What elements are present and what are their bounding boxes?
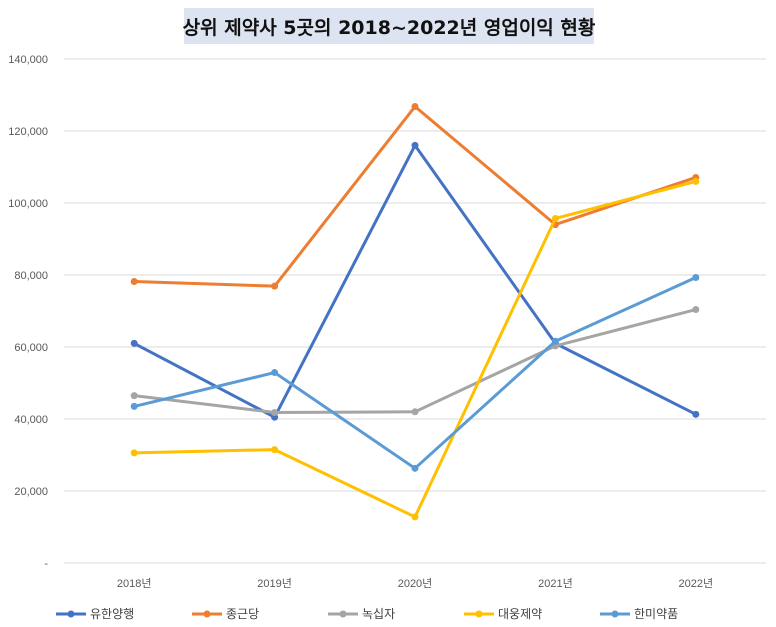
data-point (130, 392, 138, 400)
data-point (411, 513, 419, 521)
data-point (411, 408, 419, 416)
legend-label: 유한양행 (90, 606, 134, 621)
y-tick-label: 20,000 (14, 486, 48, 498)
legend-swatch-marker (203, 610, 211, 618)
chart-title: 상위 제약사 5곳의 2018~2022년 영업이익 현황 (183, 8, 595, 44)
legend-label: 종근당 (226, 607, 259, 621)
data-point (271, 446, 279, 454)
y-tick-label: 40,000 (14, 414, 48, 426)
y-tick-label: 140,000 (8, 54, 48, 66)
x-tick-label: 2019년 (257, 577, 292, 590)
y-tick-label: - (44, 558, 48, 570)
legend-label: 녹십자 (362, 607, 395, 621)
legend-swatch-marker (339, 610, 347, 618)
data-point (692, 177, 700, 185)
data-point (411, 141, 419, 149)
y-tick-label: 60,000 (14, 342, 48, 354)
y-tick-label: 80,000 (14, 270, 48, 282)
series-line (132, 143, 698, 419)
data-point (692, 274, 700, 282)
data-point (551, 214, 559, 222)
legend-swatch-marker (475, 610, 483, 618)
series-line (132, 105, 698, 288)
series-line (132, 308, 698, 415)
data-point (551, 337, 559, 345)
x-tick-label: 2020년 (398, 577, 433, 590)
legend-label: 한미약품 (634, 606, 678, 621)
legend-swatch-marker (611, 610, 619, 618)
x-tick-label: 2018년 (117, 577, 152, 590)
x-tick-label: 2022년 (679, 577, 714, 590)
x-tick-label: 2021년 (538, 577, 573, 590)
data-point (130, 339, 138, 347)
data-point (271, 409, 279, 417)
data-point (130, 449, 138, 457)
data-point (130, 402, 138, 410)
y-tick-label: 120,000 (8, 126, 48, 138)
data-point (411, 464, 419, 472)
data-point (692, 410, 700, 418)
data-point (692, 306, 700, 314)
data-point (271, 369, 279, 377)
legend-swatch-marker (67, 610, 75, 618)
legend-label: 대웅제약 (498, 606, 542, 621)
y-tick-label: 100,000 (8, 198, 48, 210)
data-point (271, 282, 279, 290)
data-point (130, 277, 138, 285)
data-point (411, 103, 419, 111)
